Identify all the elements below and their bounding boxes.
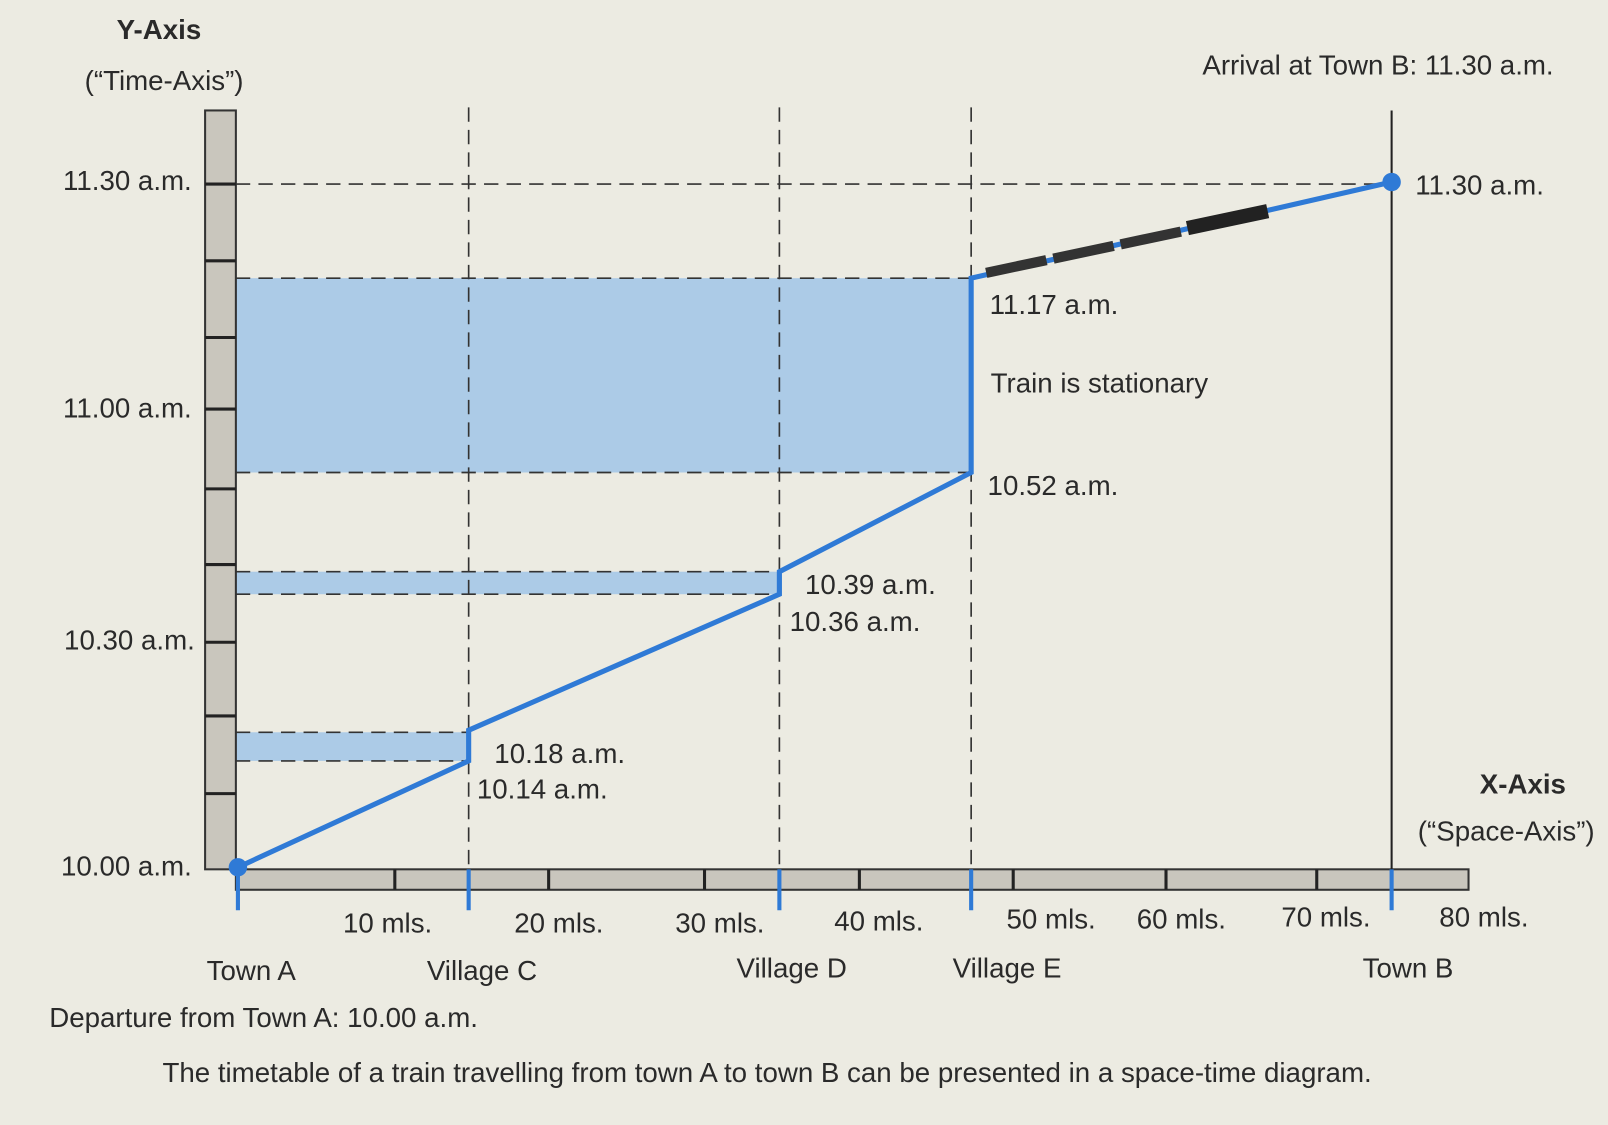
stop-shade — [236, 572, 780, 595]
y-axis-subtitle: (“Time-Axis”) — [85, 65, 244, 96]
distance-label: 60 mls. — [1137, 904, 1226, 935]
distance-label: 20 mls. — [514, 908, 603, 939]
distance-label: 50 mls. — [1007, 904, 1096, 935]
departure-note: Departure from Town A: 10.00 a.m. — [49, 1002, 478, 1033]
page: Y-Axis (“Time-Axis”) 11.30 a.m. 11.00 a.… — [0, 0, 1608, 1125]
y-label: 10.30 a.m. — [64, 624, 195, 655]
time-label: 10.36 a.m. — [790, 606, 921, 637]
x-axis-bar — [236, 869, 1469, 889]
stop-shade — [236, 278, 971, 472]
place-label: Village D — [737, 953, 847, 984]
x-axis-title: X-Axis — [1480, 769, 1566, 800]
time-label: 11.17 a.m. — [990, 289, 1119, 320]
distance-label: 40 mls. — [834, 906, 923, 937]
arrival-note: Arrival at Town B: 11.30 a.m. — [1202, 50, 1553, 81]
place-label: Village C — [427, 955, 537, 986]
time-label: 10.39 a.m. — [805, 569, 936, 600]
distance-label: 80 mls. — [1439, 902, 1528, 933]
y-label: 11.00 a.m. — [63, 392, 192, 423]
start-point — [229, 858, 247, 876]
caption: The timetable of a train travelling from… — [162, 1057, 1371, 1088]
stationary-note: Train is stationary — [991, 368, 1209, 399]
y-axis-title: Y-Axis — [117, 14, 202, 45]
place-label: Town B — [1363, 953, 1454, 984]
time-label: 11.30 a.m. — [1415, 169, 1544, 200]
distance-label: 70 mls. — [1281, 902, 1370, 933]
y-label: 10.00 a.m. — [61, 850, 192, 881]
diagram: Y-Axis (“Time-Axis”) 11.30 a.m. 11.00 a.… — [0, 0, 1608, 1125]
time-label: 10.18 a.m. — [494, 738, 625, 769]
x-axis-subtitle: (“Space-Axis”) — [1418, 816, 1595, 847]
time-label: 10.52 a.m. — [988, 470, 1119, 501]
time-label: 10.14 a.m. — [477, 774, 608, 805]
y-label: 11.30 a.m. — [63, 165, 192, 196]
place-label: Village E — [953, 953, 1062, 984]
stop-shade — [236, 732, 469, 761]
distance-label: 30 mls. — [675, 908, 764, 939]
distance-label: 10 mls. — [343, 908, 432, 939]
end-point — [1382, 173, 1400, 191]
place-label: Town A — [207, 955, 297, 986]
